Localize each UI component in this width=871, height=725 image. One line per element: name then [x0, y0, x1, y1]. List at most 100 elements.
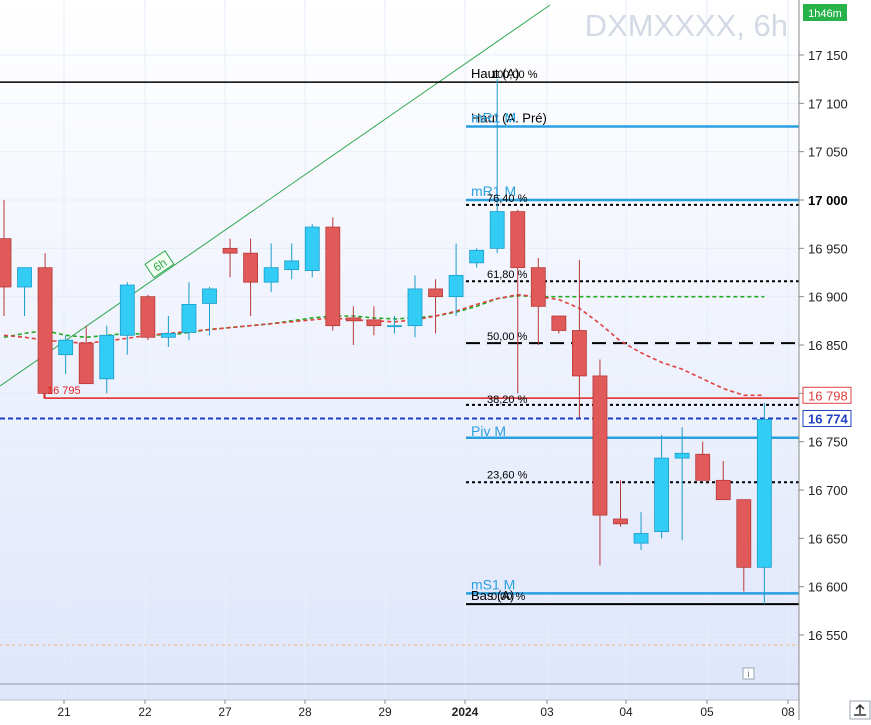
x-axis-ticks: 21 22 27 28 29 2024 03 04 05 08: [57, 700, 795, 719]
level-label: 16 795: [47, 385, 81, 397]
candle-body: [530, 267, 546, 307]
candle: [263, 243, 279, 292]
candle-body: [263, 267, 279, 283]
candle: [654, 434, 669, 539]
candle-body: [407, 288, 423, 327]
candle: [202, 287, 217, 336]
level-label: 0,00 %: [491, 591, 525, 603]
candle-body: [715, 479, 731, 501]
candle-body: [695, 453, 711, 481]
candle: [407, 275, 423, 338]
scroll-to-end-icon[interactable]: [849, 700, 871, 720]
candle: [345, 306, 361, 345]
level-label: mS1 M: [471, 576, 515, 592]
timer-text: 1h46m: [808, 8, 842, 20]
x-tick-label: 22: [138, 705, 152, 719]
candle-body: [37, 267, 53, 394]
candle: [530, 258, 546, 345]
candle-body: [551, 315, 567, 331]
level-label: 100,00 %: [491, 69, 538, 81]
time-axis[interactable]: [0, 700, 799, 720]
x-tick-label: 08: [781, 705, 795, 719]
level-label: 38,20 %: [487, 394, 528, 406]
x-tick-label: 27: [218, 705, 232, 719]
candle: [387, 316, 402, 334]
level-label: 50,00 %: [487, 331, 528, 343]
price-axis[interactable]: [799, 0, 871, 720]
candle: [17, 267, 32, 316]
candle: [37, 253, 53, 399]
y-tick-label: 16 750: [808, 435, 848, 450]
candle: [489, 79, 505, 254]
price-badges: 16 798 16 774: [802, 386, 852, 427]
candle-body: [78, 342, 94, 385]
trendline-label: 6h: [151, 255, 170, 274]
candle: [58, 335, 74, 374]
candle: [222, 238, 238, 278]
candle-body: [345, 317, 361, 322]
candle: [304, 224, 320, 278]
price-badge-label: 16 798: [808, 388, 848, 403]
y-tick-label: 17 100: [808, 96, 848, 111]
price-badge-label: 16 774: [808, 411, 849, 426]
y-tick-label: 17 050: [808, 145, 848, 160]
candle-body: [243, 252, 259, 283]
candle: [99, 325, 115, 394]
candle-body: [140, 296, 156, 338]
y-tick-label: 16 900: [808, 290, 848, 305]
candle-body: [0, 238, 12, 288]
candle-body: [387, 325, 402, 328]
y-axis-ticks: 17 150 17 100 17 050 17 000 16 950 16 900 16 8…: [799, 48, 848, 643]
candle-body: [756, 419, 772, 568]
candle: [325, 217, 341, 331]
candle-body: [366, 319, 382, 327]
levels: [0, 81, 799, 606]
y-tick-label: 16 850: [808, 338, 848, 353]
y-tick-label: 16 600: [808, 580, 848, 595]
level-label: mR1 M: [471, 183, 516, 199]
candle-body: [633, 533, 649, 544]
candle-body: [592, 375, 608, 516]
candle: [592, 359, 608, 566]
candle-body: [572, 330, 587, 377]
candle-body: [119, 284, 135, 336]
candle: [0, 200, 12, 316]
x-tick-label: 29: [378, 705, 392, 719]
candle-body: [489, 211, 505, 249]
level-label: mR1 M: [471, 110, 516, 126]
candle-body: [202, 288, 217, 304]
candle: [448, 243, 464, 316]
level-label: Haut (A. Pré): [471, 111, 547, 126]
y-tick-label: 16 700: [808, 483, 848, 498]
candle: [119, 282, 135, 355]
x-tick-label: 21: [57, 705, 71, 719]
candle-body: [160, 332, 176, 338]
candle-body: [469, 249, 485, 264]
candle: [181, 282, 197, 341]
candle: [551, 315, 567, 334]
price-badge: 16 798: [802, 386, 852, 404]
x-tick-label: 05: [700, 705, 714, 719]
candle: [428, 279, 443, 334]
level-label: Bas (A): [471, 588, 514, 603]
candle-body: [17, 267, 32, 288]
level-label: 61,80 %: [487, 269, 528, 281]
candle: [140, 294, 156, 341]
candle: [469, 248, 485, 268]
candle: [756, 403, 772, 605]
level-label: 76,40 %: [487, 193, 528, 205]
x-tick-label: 04: [619, 705, 633, 719]
candle-body: [736, 499, 752, 568]
info-icon[interactable]: i: [742, 667, 755, 680]
candle-body: [284, 260, 300, 270]
candle-body: [99, 334, 115, 380]
candle: [284, 243, 300, 280]
candles: [0, 79, 772, 605]
y-tick-label: 17 150: [808, 48, 848, 63]
candle-body: [325, 226, 341, 327]
candle: [736, 499, 752, 592]
trendline[interactable]: 6h: [0, 4, 551, 387]
